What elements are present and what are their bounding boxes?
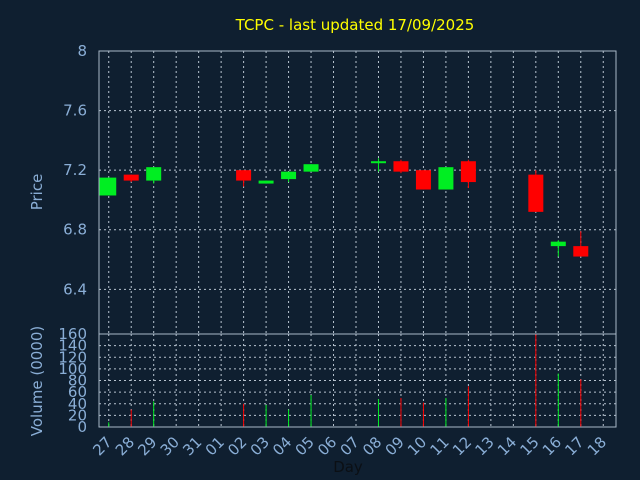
- candle: [550, 240, 566, 257]
- candle: [393, 159, 409, 174]
- candle: [281, 171, 297, 183]
- candle-body: [258, 180, 274, 184]
- price-axis-label: Price: [28, 174, 46, 211]
- candle-body: [438, 167, 454, 190]
- price-tick-label: 7.2: [63, 161, 87, 179]
- candle: [258, 180, 274, 184]
- candle-body: [573, 246, 589, 257]
- volume-tick-label: 120: [58, 348, 87, 366]
- candle: [99, 177, 117, 196]
- price-tick-label: 6.8: [63, 221, 87, 239]
- day-axis-label: Day: [333, 458, 363, 476]
- candle-body: [528, 174, 544, 212]
- candle-body: [236, 170, 252, 181]
- candle-body: [460, 161, 476, 183]
- price-tick-label: 6.4: [63, 280, 87, 298]
- candle: [303, 164, 319, 172]
- candle-body: [303, 164, 319, 172]
- candle-body: [146, 167, 162, 181]
- candle: [460, 159, 476, 189]
- volume-tick-label: 140: [58, 337, 87, 355]
- candle-body: [415, 170, 431, 190]
- volume-tick-label: 60: [68, 383, 87, 401]
- volume-plot-frame: [98, 333, 617, 428]
- candle: [236, 170, 252, 187]
- price-tick-label: 8: [77, 42, 87, 60]
- volume-tick-label: 20: [68, 406, 87, 424]
- candle: [146, 167, 162, 184]
- volume-tick-label: 160: [58, 325, 87, 343]
- candle: [438, 167, 454, 190]
- volume-tick-label: 100: [58, 360, 87, 378]
- candle-body: [99, 177, 117, 196]
- candle: [573, 231, 589, 257]
- candle: [528, 170, 544, 212]
- chart-title: TCPC - last updated 17/09/2025: [235, 16, 475, 34]
- candle: [370, 158, 386, 172]
- volume-tick-label: 80: [68, 372, 87, 390]
- volume-tick-label: 0: [77, 418, 87, 436]
- candle-body: [281, 171, 297, 180]
- candle-body: [370, 161, 386, 164]
- candle: [415, 170, 431, 190]
- volume-tick-label: 40: [68, 395, 87, 413]
- candle-body: [123, 174, 139, 181]
- volume-axis-label: Volume (0000): [28, 326, 46, 436]
- candle-body: [393, 161, 409, 172]
- candle-body: [550, 241, 566, 247]
- candle: [123, 174, 139, 183]
- price-tick-label: 7.6: [63, 102, 87, 120]
